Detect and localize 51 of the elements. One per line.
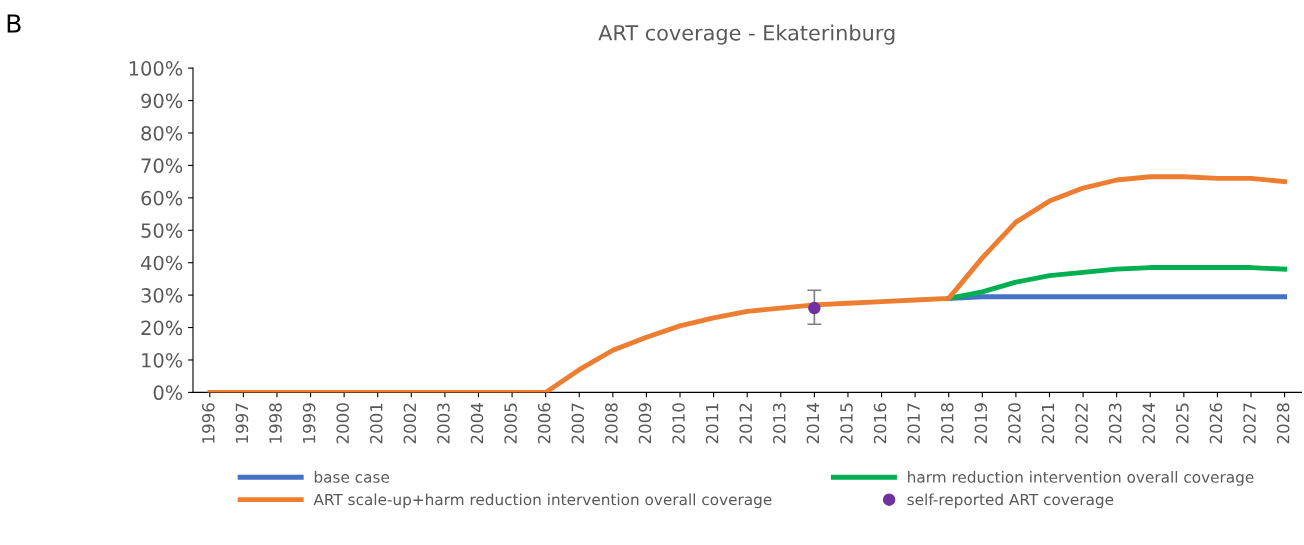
x-tick-label: 1998 [269,403,282,443]
y-tick-label: 90% [141,93,183,109]
x-tick-label: 2015 [840,403,853,444]
y-tick-label: 0% [153,385,183,401]
x-tick-label: 2006 [537,403,551,444]
x-tick-label: 2007 [571,403,585,444]
x-tick-label: 2000 [336,403,349,444]
x-tick-label: 2020 [1008,403,1021,444]
x-tick-label: 2012 [739,403,753,444]
x-tick-label: 2003 [437,403,450,444]
y-tick-label: 10% [142,352,183,368]
y-tick-label: 60% [141,190,183,206]
x-tick-label: 2005 [504,403,517,444]
x-tick-label: 2024 [1142,403,1156,444]
x-tick-label: 2021 [1041,403,1055,444]
legend-label: base case [314,471,390,483]
y-tick-label: 70% [141,158,183,174]
x-tick-label: 2009 [638,403,652,444]
x-tick-label: 2014 [806,403,820,444]
y-tick-label: 30% [141,288,183,303]
y-tick-label: 80% [141,125,183,141]
x-tick-label: 2011 [705,403,719,444]
x-tick-label: 2002 [403,403,417,444]
x-tick-label: 2016 [873,403,887,444]
x-tick-label: 2001 [369,403,383,444]
chart-title: ART coverage - Ekaterinburg [598,24,895,45]
y-tick-label: 40% [141,255,183,271]
x-tick-label: 1996 [202,403,215,443]
x-tick-label: 1997 [235,403,249,443]
x-tick-label: 2019 [974,403,988,444]
x-tick-label: 2027 [1243,403,1256,444]
legend-label: harm reduction intervention overall coverage [908,471,1254,486]
x-tick-label: 2008 [605,403,618,444]
y-tick-label: 50% [141,223,183,238]
x-tick-label: 2017 [907,403,920,444]
x-tick-label: 2018 [940,403,954,444]
x-tick-label: 2023 [1108,403,1122,444]
line-series [207,174,1288,393]
y-tick-label: 100% [129,61,183,76]
x-tick-label: 2004 [470,403,484,444]
text: B [7,14,21,33]
x-tick-label: 1999 [302,403,316,443]
x-tick-label: 2025 [1176,403,1189,444]
x-tick-label: 2013 [773,403,786,444]
x-tick-label: 2028 [1276,403,1290,444]
legend-label: self-reported ART coverage [907,493,1114,509]
legend-label: ART scale-up+harm reduction intervention overall coverage [313,493,772,509]
x-tick-label: 2010 [672,403,685,444]
y-tick-label: 20% [141,320,183,336]
x-tick-label: 2022 [1075,403,1088,444]
x-tick-label: 2026 [1209,403,1223,444]
